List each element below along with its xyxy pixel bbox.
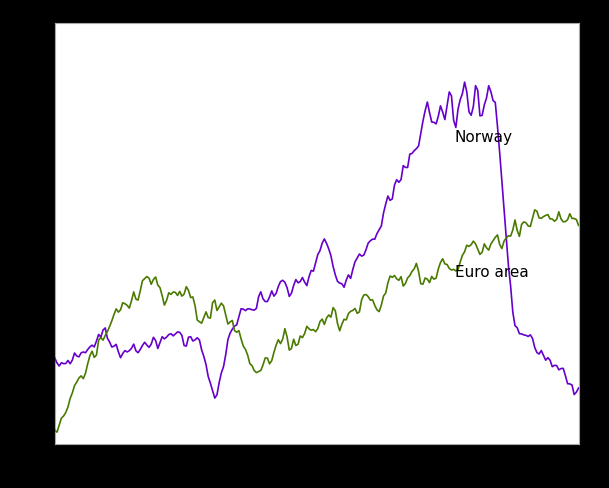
Text: Euro area: Euro area bbox=[454, 264, 528, 279]
Text: Norway: Norway bbox=[454, 130, 513, 145]
